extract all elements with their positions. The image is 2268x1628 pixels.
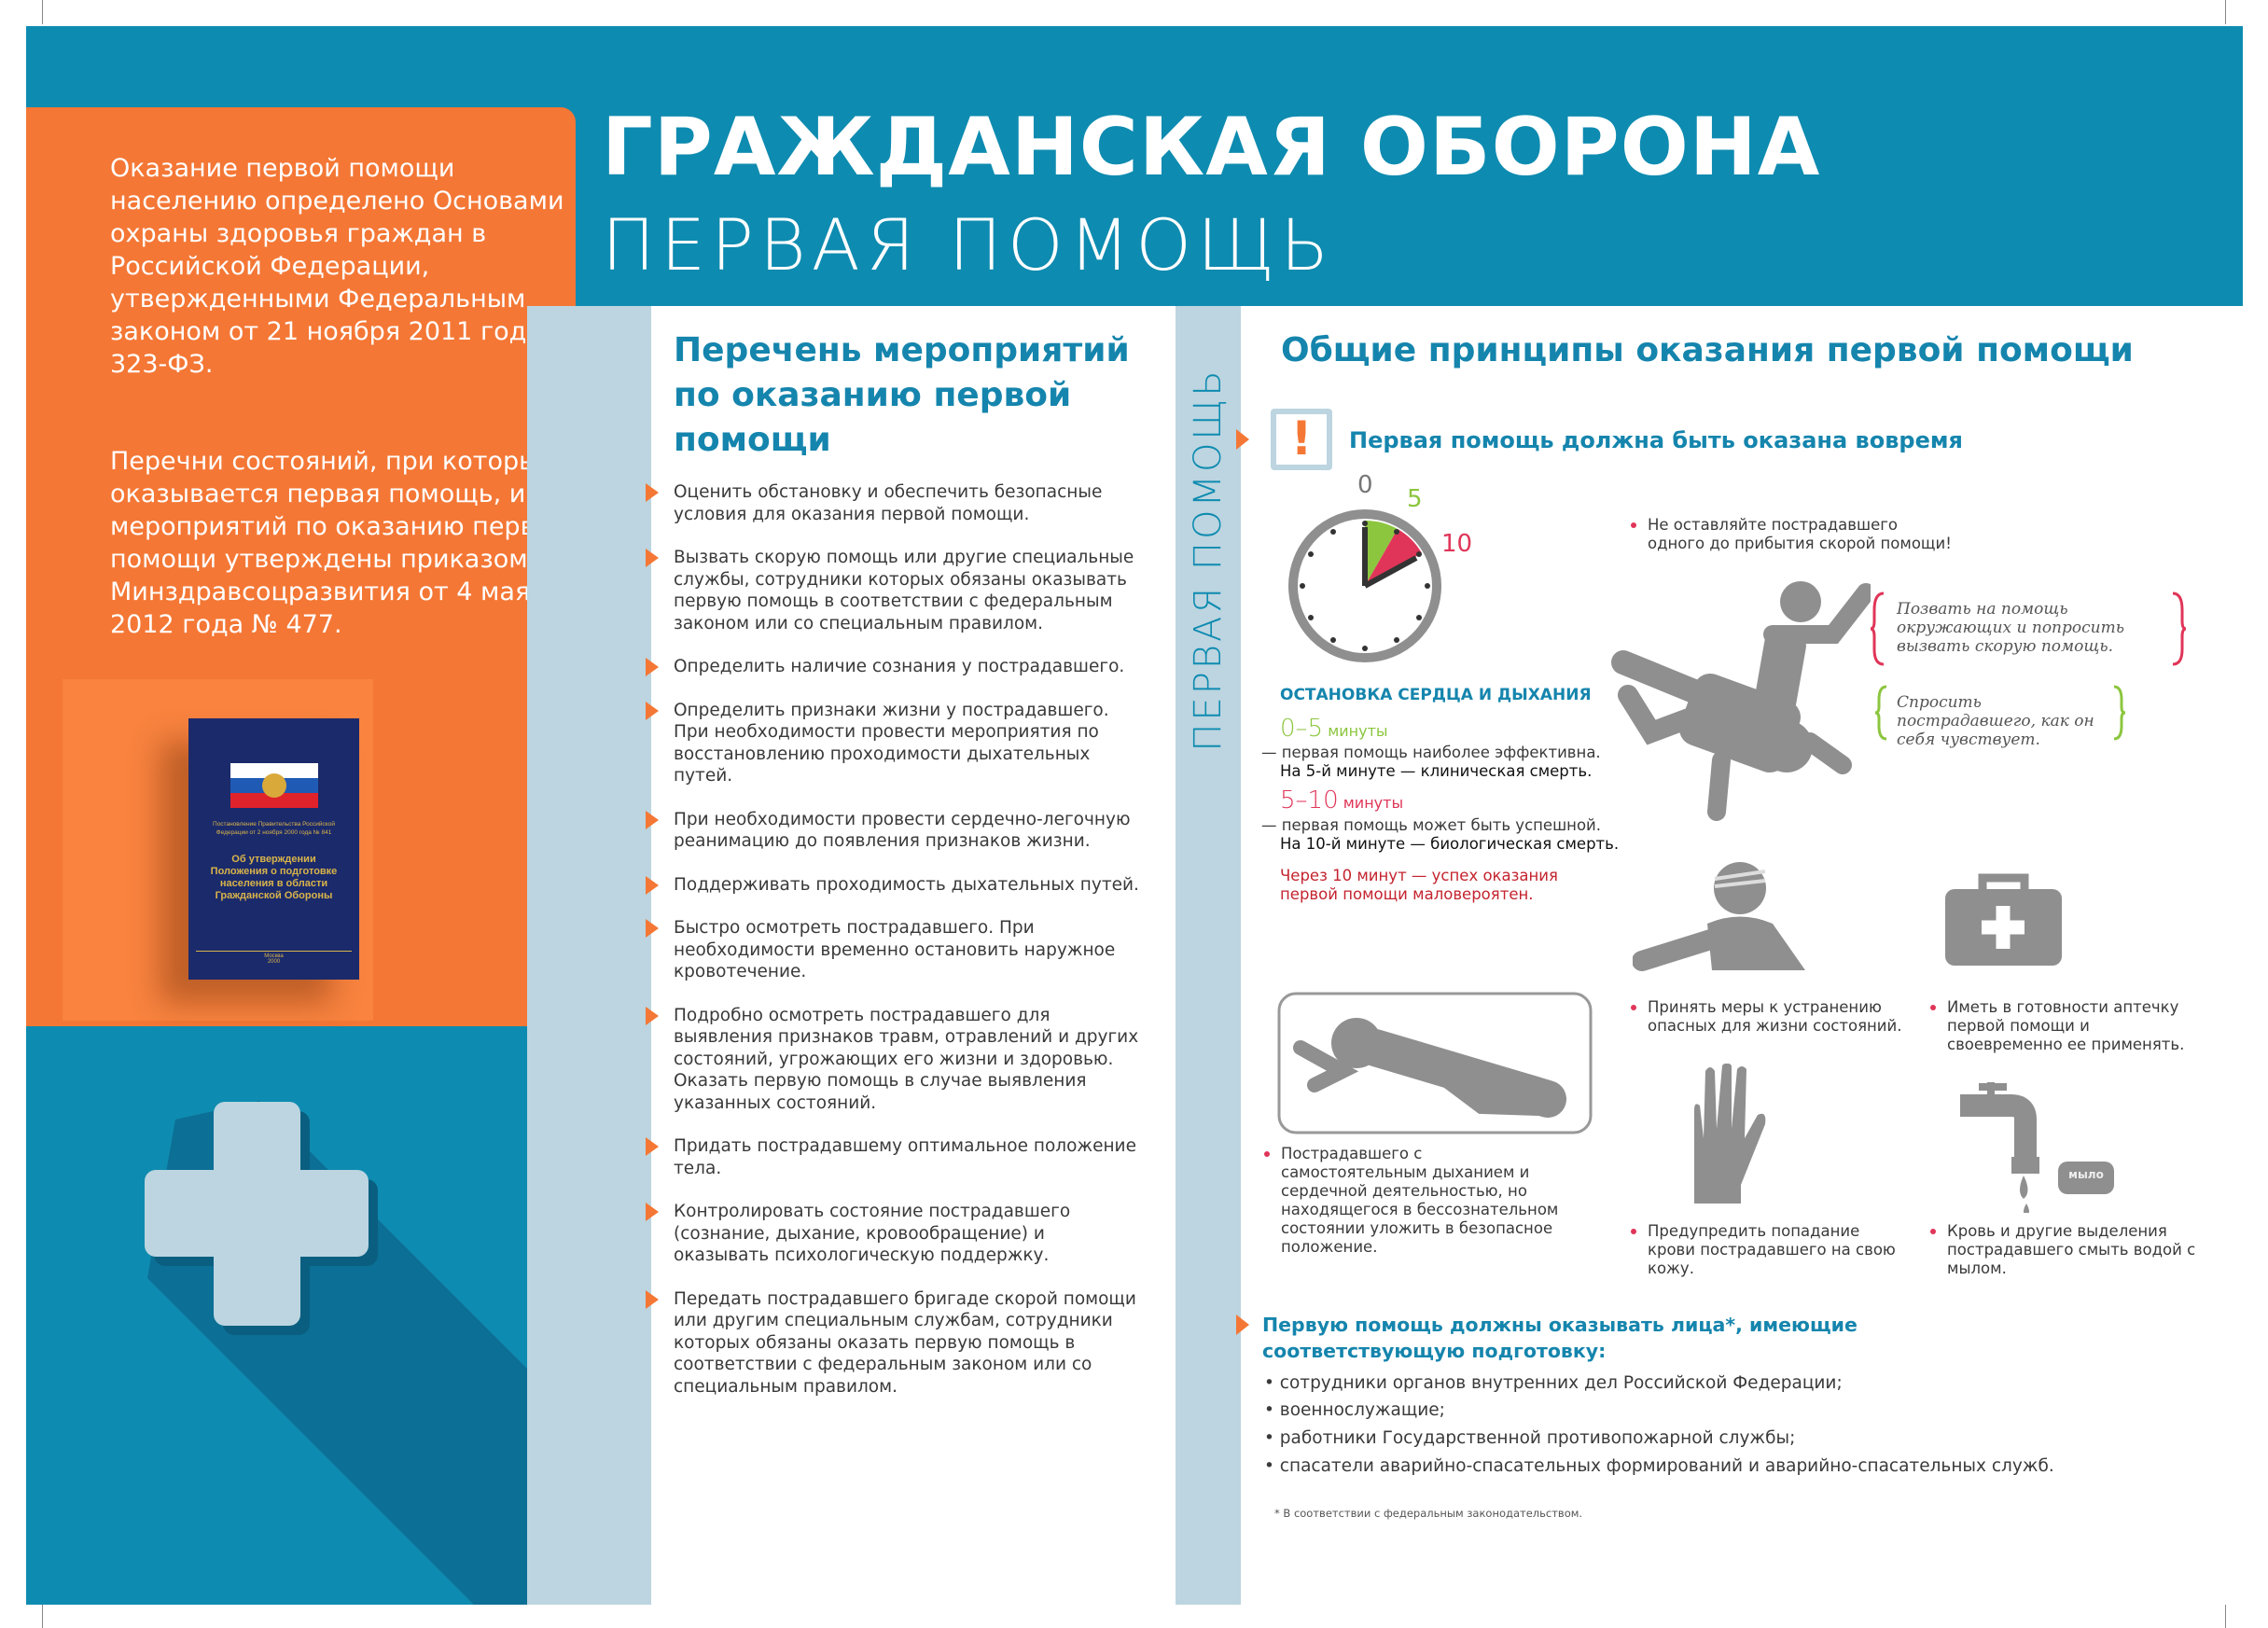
book-city: Москва [196,951,352,959]
recovery-text: Пострадавшего с самостоятельным дыханием… [1264,1145,1570,1257]
book-title: Об утверждении Положения о подготовке на… [210,854,338,901]
soap-label: мыло [2068,1168,2104,1181]
measures-heading: Перечень мероприятий по оказанию первой … [674,331,1130,459]
dont-leave-text: Не оставляйте пострадавшего одного до пр… [1631,516,1955,553]
list-item: Быстро осмотреть пострадавшего. При необ… [646,917,1140,983]
divider-strip [527,306,651,1605]
plus-panel [26,1026,527,1605]
list-item: Контролировать состояние пострадавшего (… [646,1201,1140,1267]
medical-cross-icon [145,1101,527,1605]
list-item: Определить признаки жизни у пострадавшег… [646,700,1140,787]
wash-text: Кровь и другие выделения пострадавшего с… [1930,1222,2208,1278]
book-subtitle: Постановление Правительства Российской Ф… [213,821,335,836]
who-item: • сотрудники органов внутренних дел Росс… [1264,1373,1843,1393]
list-item: Определить наличие сознания у пострадавш… [646,656,1140,678]
blood-text: Предупредить попадание крови пострадавше… [1631,1222,1909,1278]
measures-text: Принять меры к устранению опасных для жи… [1631,998,1909,1036]
warning-text: Через 10 минут — успех оказания первой п… [1280,867,1558,903]
vertical-label: ПЕРВАЯ ПОМОЩЬ [1187,368,1230,752]
timely-heading: Первая помощь должна быть оказана воврем… [1349,427,1963,453]
page-subtitle: ПЕРВАЯ ПОМОЩЬ [602,203,1335,286]
list-item: Поддерживать проходимость дыхательных пу… [646,874,1139,895]
intro-paragraph-2: Перечни состояний, при которых оказывает… [110,447,567,639]
water-tap-icon [1960,1082,2114,1213]
intro-paragraph-1: Оказание первой помощи населению определ… [110,154,577,379]
first-aid-kit-icon [1945,873,2062,966]
vertical-label-strip [1176,306,1241,1605]
exclamation-icon: ! [1271,409,1332,470]
arrest-title: ОСТАНОВКА СЕРДЦА И ДЫХАНИЯ [1280,686,1592,704]
list-item: Придать пострадавшему оптимальное положе… [646,1135,1140,1179]
range-2-note: На 10-й минуте — биологическая смерть. [1280,835,1620,853]
intro-panel: Оказание первой помощи населению определ… [26,107,577,1026]
rescuer-figure-icon [1611,581,1871,821]
book-cover-image: Постановление Правительства Российской Ф… [188,718,359,980]
ask-text: Спросить пострадавшего, как он себя чувс… [1897,693,2094,749]
arrow-icon [1236,429,1249,450]
page-title: ГРАЖДАНСКАЯ ОБОРОНА [602,101,1821,194]
clock-icon [1288,509,1441,662]
range-1-text: — первая помощь наиболее эффективна. [1261,744,1601,761]
list-item: При необходимости провести сердечно-лего… [646,809,1140,853]
book-year: 2000 [267,959,281,965]
list-item: Оценить обстановку и обеспечить безопасн… [646,481,1140,525]
who-item: • спасатели аварийно-спасательных формир… [1264,1456,2054,1476]
who-heading: Первую помощь должны оказывать лица*, им… [1262,1314,1858,1362]
call-help-text: Позвать на помощь окружающих и попросить… [1897,600,2124,656]
range-2-text: — первая помощь может быть успешной. [1261,816,1602,834]
red-brace-icon [1871,591,2187,666]
range-2: 5–10 [1280,786,1339,814]
principles-heading: Общие принципы оказания первой помощи [1281,331,2134,369]
clock-label-10: 10 [1441,530,1473,558]
clock-label-5: 5 [1407,485,1423,513]
kit-text: Иметь в готовности аптечку первой помощи… [1930,998,2208,1054]
who-item: • работники Государственной противопожар… [1264,1428,1796,1448]
list-item: Подробно осмотреть пострадавшего для выя… [646,1005,1139,1113]
crop-mark [2225,1605,2226,1628]
measures-list: Оценить обстановку и обеспечить безопасн… [646,481,1140,1419]
crop-mark [2225,0,2226,24]
clock-label-0: 0 [1357,471,1373,499]
crop-mark [42,0,43,24]
recovery-position-icon [1277,992,1593,1134]
russian-flag-icon [230,763,318,808]
list-item: Вызвать скорую помощь или другие специал… [646,547,1140,634]
green-brace-icon [1875,685,2126,741]
list-item: Передать пострадавшего бригаде скорой по… [646,1288,1140,1398]
who-item: • военнослужащие; [1264,1400,1445,1420]
range-1-note: На 5-й минуте — клиническая смерть. [1280,762,1593,780]
range-2-unit: минуты [1343,794,1404,812]
footnote: * В соответствии с федеральным законодат… [1274,1507,1583,1520]
glove-icon [1694,1064,1766,1204]
range-1: 0–5 [1280,715,1324,743]
range-1-unit: минуты [1328,722,1388,740]
bandaged-figure-icon [1633,862,1805,971]
crop-mark [42,1605,43,1628]
arrow-icon [1236,1315,1249,1335]
